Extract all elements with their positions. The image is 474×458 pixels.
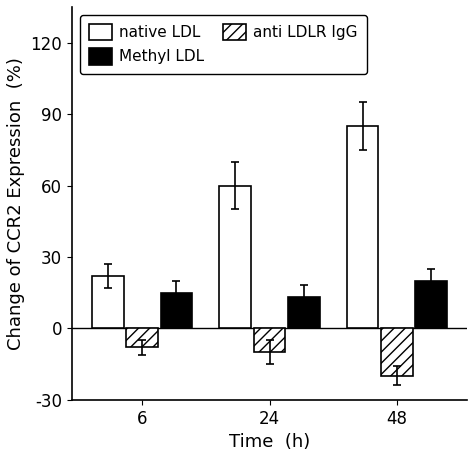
Y-axis label: Change of CCR2 Expression  (%): Change of CCR2 Expression (%): [7, 57, 25, 350]
X-axis label: Time  (h): Time (h): [229, 433, 310, 451]
Bar: [126, 328, 158, 348]
Bar: [254, 328, 285, 352]
Bar: [346, 126, 378, 328]
Bar: [415, 281, 447, 328]
Legend: native LDL, Methyl LDL, anti LDLR IgG: native LDL, Methyl LDL, anti LDLR IgG: [80, 15, 367, 74]
Bar: [92, 276, 124, 328]
Bar: [219, 185, 251, 328]
Bar: [381, 328, 413, 376]
Bar: [288, 297, 320, 328]
Bar: [161, 293, 192, 328]
